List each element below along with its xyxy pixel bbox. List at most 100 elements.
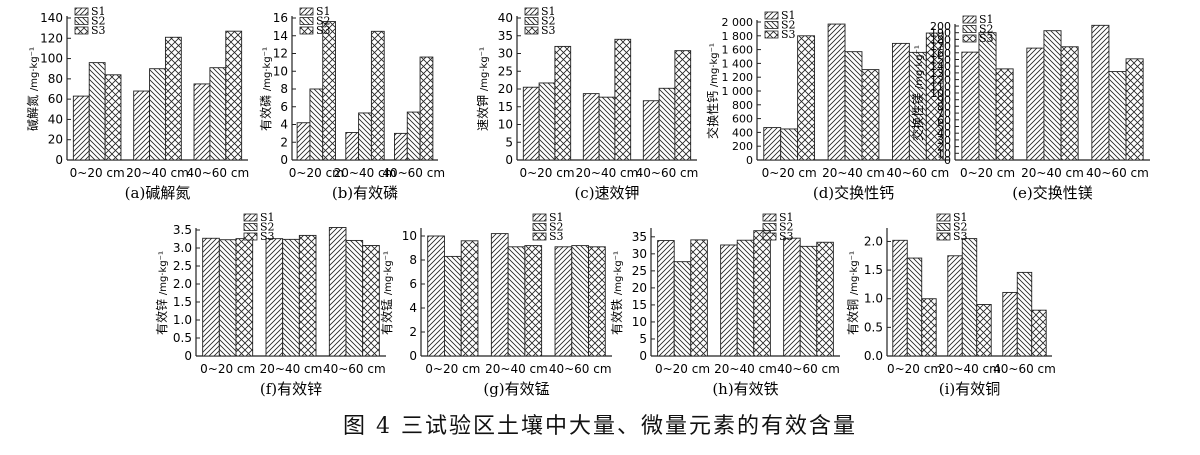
legend-swatch-s3 [532,232,547,241]
bar-s2 [978,32,997,161]
y-tick-label: 6 [409,277,417,291]
x-tick-label: 0~20 cm [519,166,574,180]
y-tick-label: 0 [505,153,513,167]
bar-s2 [209,67,227,161]
y-tick-label: 600 [732,113,753,126]
x-tick-label: 20~40 cm [334,166,397,180]
bar-s1 [961,51,980,161]
bar-s2 [406,111,421,161]
panel-caption: (f)有效锌 [260,380,322,398]
bar-s3 [554,45,572,161]
bar-s2 [780,128,799,161]
y-tick-label: 6 [280,100,288,114]
y-tick-label: 80 [48,72,63,86]
legend-label: S2 [779,221,794,234]
bar-s2 [799,245,818,357]
y-tick-label: 100 [930,87,951,100]
y-tick-label: 150 [930,54,951,67]
legend-swatch-s2 [762,223,777,231]
bar-s3 [225,30,243,161]
y-tick-label: 140 [930,60,951,73]
x-tick-label: 40~60 cm [382,166,445,180]
y-tick-label: 30 [632,247,647,261]
y-tick-label: 1 400 [722,57,754,70]
bar-s1 [947,255,963,357]
bar-s1 [193,83,211,161]
y-tick-label: 40 [937,127,951,140]
x-tick-label: 20~40 cm [938,362,1001,376]
bar-s1 [1091,24,1110,161]
legend-label: S3 [316,24,331,37]
bar-s1 [522,86,540,161]
legend-label: S1 [953,211,968,224]
bar-s1 [642,100,660,161]
y-tick-label: 2 [409,325,417,339]
y-tick-label: 10 [498,118,513,132]
y-axis-label: 交换性钙 /mg·kg⁻¹ [705,43,720,139]
bar-s2 [282,238,300,357]
y-tick-label: 1.0 [173,313,192,327]
legend-label: S3 [549,230,564,243]
x-tick-label: 20~40 cm [485,362,548,376]
legend-swatch-s3 [74,26,89,35]
bar-s3 [1125,58,1144,161]
panel-caption: (d)交换性钙 [813,184,894,202]
bar-s1 [783,237,801,357]
y-tick-label: 0 [944,154,951,167]
bar-s2 [961,238,978,357]
bar-s1 [394,132,408,161]
bar-s3 [524,245,543,357]
legend-label: S3 [781,28,796,41]
y-tick-label: 30 [937,134,951,147]
x-tick-label: 0~20 cm [200,362,255,376]
y-tick-label: 70 [937,107,951,120]
x-tick-label: 40~60 cm [777,362,840,376]
legend-label: S3 [953,230,968,243]
legend-swatch-s2 [764,21,779,29]
y-tick-label: 4 [409,301,417,315]
y-tick-label: 30 [498,47,513,61]
bar-s2 [1043,30,1062,161]
x-tick-label: 40~60 cm [1086,166,1149,180]
bar-s3 [976,304,992,357]
y-tick-label: 2 [280,135,288,149]
x-tick-label: 20~40 cm [1021,166,1084,180]
legend-swatch-s3 [243,232,258,241]
bar-s3 [995,68,1014,161]
x-tick-label: 20~40 cm [260,362,323,376]
y-tick-label: 10 [632,315,647,329]
bar-s1 [133,90,151,161]
x-tick-label: 20~40 cm [126,166,189,180]
y-tick-label: 180 [930,33,951,46]
bar-s2 [309,88,324,161]
y-tick-label: 0.0 [864,349,883,363]
legend-label: S3 [260,230,275,243]
y-tick-label: 10 [402,229,417,243]
panel-caption: (a)碱解氮 [125,184,191,202]
y-tick-label: 140 [40,11,63,25]
x-tick-label: 0~20 cm [289,166,344,180]
y-axis-label: 有效锌 /mg·kg⁻¹ [154,251,169,335]
y-tick-label: 15 [498,100,513,114]
y-tick-label: 14 [273,29,288,43]
y-tick-label: 0.5 [173,331,192,345]
legend-label: S1 [979,13,994,26]
y-tick-label: 40 [498,11,513,25]
bar-s2 [906,257,923,357]
bar-s3 [674,50,692,161]
legend-label: S3 [541,24,556,37]
legend-swatch-s2 [936,223,951,231]
bar-s1 [554,246,573,357]
y-tick-label: 3.0 [173,241,192,255]
x-tick-label: 20~40 cm [822,166,885,180]
y-tick-label: 20 [48,133,63,147]
legend-swatch-s3 [762,232,777,241]
y-tick-label: 0 [55,153,63,167]
bar-s1 [891,42,910,161]
legend-swatch-s1 [524,7,539,16]
bar-s2 [1016,271,1033,357]
bar-s3 [614,38,632,161]
legend-label: S1 [541,5,556,18]
bar-s1 [1026,47,1045,161]
